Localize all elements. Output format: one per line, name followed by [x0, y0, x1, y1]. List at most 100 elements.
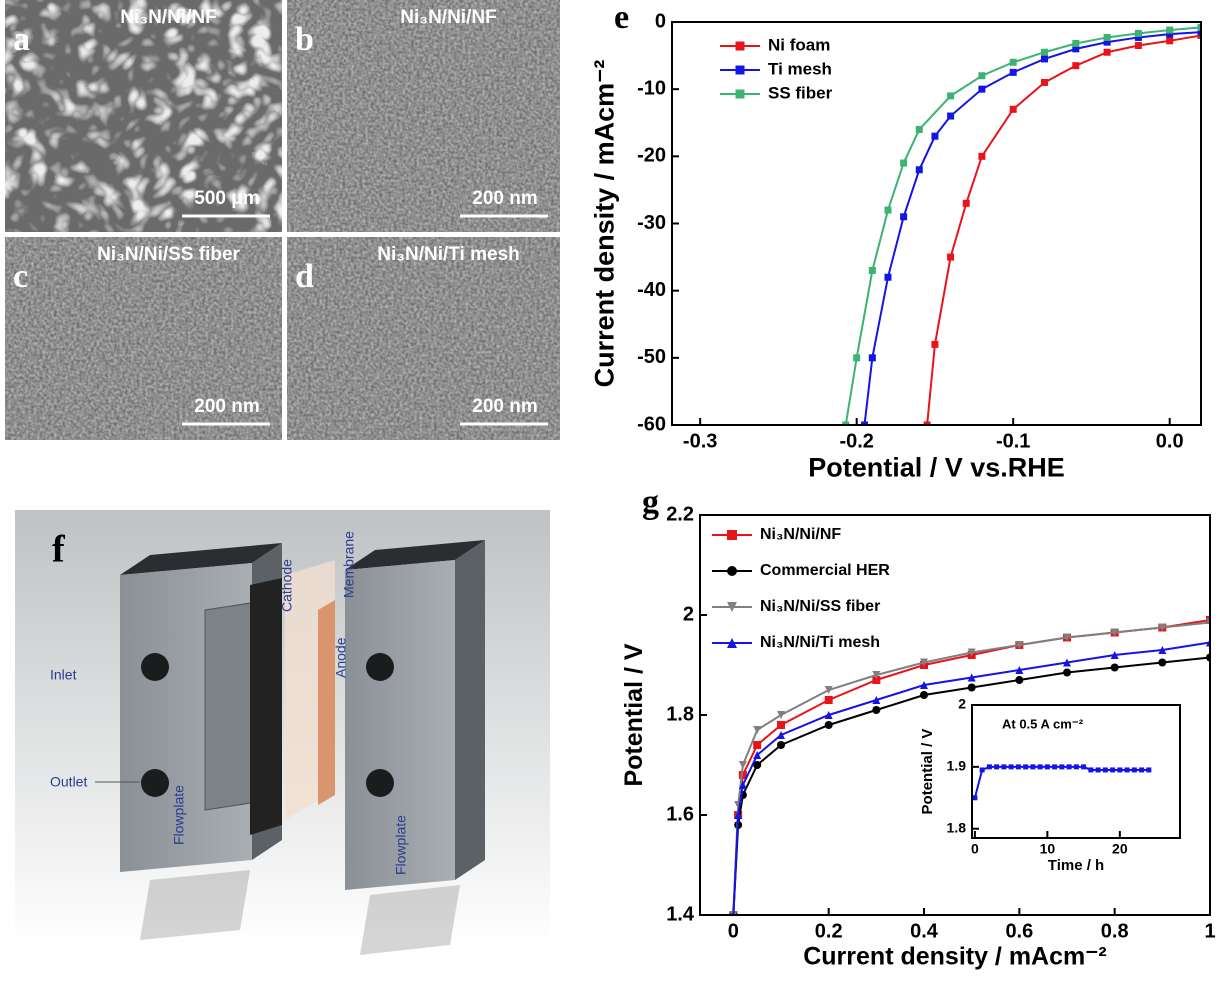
plot-frame — [672, 22, 1201, 425]
marker — [753, 726, 761, 734]
marker — [825, 696, 833, 704]
x-tick-label: 0.0 — [1156, 430, 1184, 452]
diagram-label: Membrane — [341, 531, 357, 598]
port — [366, 769, 394, 797]
x-axis-label: Current density / mAcm⁻² — [803, 942, 1107, 970]
marker — [968, 684, 976, 692]
marker — [1135, 30, 1142, 37]
x-tick-label: 0.6 — [1005, 920, 1033, 942]
series-line — [846, 27, 1201, 425]
x-tick-label: 0 — [728, 920, 739, 942]
chart: 1.81.9201020Time / hPotential / VAt 0.5 … — [919, 696, 1180, 874]
marker — [1010, 69, 1017, 76]
scale-label: 200 nm — [472, 396, 537, 417]
y-tick-label: -40 — [637, 279, 666, 301]
marker — [825, 721, 833, 729]
cathode — [250, 578, 282, 835]
port — [366, 653, 394, 681]
marker — [1125, 767, 1130, 772]
y-tick-label: 1.4 — [666, 903, 695, 925]
sem-title: Ni₃N/Ni/SS fiber — [97, 244, 240, 265]
marker — [900, 160, 907, 167]
marker — [1110, 767, 1115, 772]
marker — [980, 767, 985, 772]
legend-label: Commercial HER — [760, 562, 890, 579]
marker — [1074, 764, 1079, 769]
marker — [920, 691, 928, 699]
marker — [1052, 764, 1057, 769]
x-axis-label: Potential / V vs.RHE — [808, 452, 1065, 482]
scale-label: 500 μm — [194, 188, 260, 209]
marker — [1146, 767, 1151, 772]
y-axis-label: Potential / V — [620, 643, 648, 786]
marker — [853, 354, 860, 361]
diagram-label: Cathode — [279, 559, 295, 612]
diagram-label: Outlet — [50, 774, 87, 790]
y-tick-label: -30 — [637, 212, 666, 234]
y-tick-label: 0 — [655, 10, 666, 32]
y-axis-label: Current density / mAcm⁻² — [590, 60, 620, 388]
marker — [947, 254, 954, 261]
marker — [1023, 764, 1028, 769]
x-tick-label: 0.2 — [815, 920, 843, 942]
diagram-label: Flowplate — [393, 815, 409, 875]
marker — [777, 741, 785, 749]
marker — [1117, 767, 1122, 772]
marker — [978, 72, 985, 79]
panel-letter: a — [13, 21, 30, 58]
legend-marker — [736, 42, 745, 51]
diagram-label: Anode — [333, 637, 349, 678]
legend-marker — [736, 90, 745, 99]
x-tick-label: 1 — [1204, 920, 1215, 942]
panel-letter: b — [295, 21, 314, 58]
y-tick-label: -50 — [637, 346, 666, 368]
y-tick-label: -20 — [637, 145, 666, 167]
port — [141, 653, 169, 681]
anode — [318, 600, 335, 805]
marker — [1067, 764, 1072, 769]
shadow — [140, 870, 250, 940]
marker — [947, 113, 954, 120]
marker — [1139, 767, 1144, 772]
series-line — [927, 35, 1201, 425]
marker — [1041, 79, 1048, 86]
x-axis-label: Time / h — [1048, 857, 1104, 874]
y-tick-label: -10 — [637, 77, 666, 99]
marker — [978, 153, 985, 160]
marker — [972, 795, 977, 800]
plot-area — [842, 24, 1204, 429]
x-tick-label: -0.3 — [683, 430, 717, 452]
sem-title: Ni₃N/Ni/NF — [120, 7, 216, 28]
page: aNi₃N/Ni/NF500 μmbNi₃N/Ni/NF200 nmcNi₃N/… — [0, 0, 1225, 981]
port — [141, 769, 169, 797]
marker — [1015, 676, 1023, 684]
plate-side — [455, 540, 485, 880]
legend-marker — [727, 530, 737, 540]
annotation: At 0.5 A cm⁻² — [1002, 716, 1084, 731]
marker — [1009, 764, 1014, 769]
marker — [869, 267, 876, 274]
marker — [1088, 767, 1093, 772]
marker — [1041, 49, 1048, 56]
marker — [1132, 767, 1137, 772]
x-tick-label: -0.1 — [996, 430, 1030, 452]
y-tick-label: 2 — [958, 696, 966, 712]
y-axis-label: Potential / V — [919, 729, 936, 815]
y-tick-label: 1.8 — [947, 819, 967, 835]
marker — [916, 166, 923, 173]
figure: aNi₃N/Ni/NF500 μmbNi₃N/Ni/NF200 nmcNi₃N/… — [0, 0, 1225, 981]
marker — [1072, 40, 1079, 47]
marker — [1166, 37, 1173, 44]
marker — [1038, 764, 1043, 769]
marker — [1081, 764, 1086, 769]
marker — [978, 86, 985, 93]
shadow — [360, 885, 460, 955]
marker — [963, 200, 970, 207]
marker — [777, 721, 785, 729]
marker — [1045, 764, 1050, 769]
y-tick-label: 1.9 — [947, 758, 967, 774]
marker — [994, 764, 999, 769]
marker — [1135, 42, 1142, 49]
panel-letter: d — [295, 258, 314, 295]
marker — [1103, 767, 1108, 772]
